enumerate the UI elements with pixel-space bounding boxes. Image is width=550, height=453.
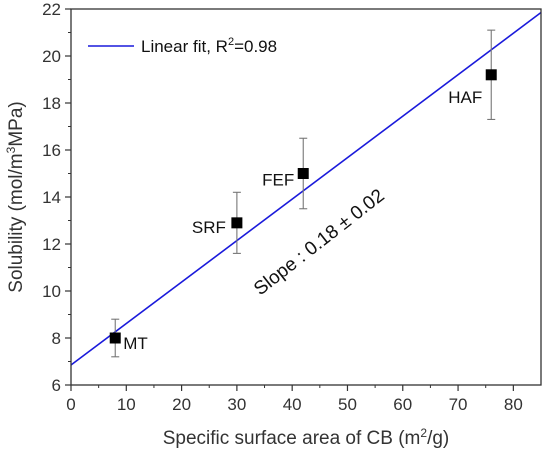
x-axis-title: Specific surface area of CB (m2/g) [163, 426, 450, 449]
x-tick-label: 50 [338, 395, 357, 414]
y-tick-label: 20 [42, 47, 61, 66]
slope-annotation: Slope : 0.18 ± 0.02 [250, 185, 389, 300]
errorbar-layer [111, 29, 496, 358]
point-label: SRF [192, 218, 226, 237]
y-tick-label: 18 [42, 94, 61, 113]
x-tick-label: 60 [393, 395, 412, 414]
point-label-layer: MT SRF FEF HAF [123, 88, 482, 353]
y-tick-label: 12 [42, 235, 61, 254]
y-tick-label: 22 [42, 0, 61, 19]
x-tick-label: 40 [283, 395, 302, 414]
point-label: MT [123, 334, 148, 353]
data-point-marker [109, 332, 121, 344]
y-tick-label: 8 [52, 329, 61, 348]
data-point-marker [297, 168, 309, 179]
y-tick-label: 16 [42, 141, 61, 160]
x-tick-label: 10 [117, 395, 136, 414]
data-point-marker [231, 217, 243, 229]
y-axis-title: Solubility (mol/m3MPa) [4, 101, 27, 292]
marker-layer [109, 69, 497, 344]
point-label: FEF [262, 171, 294, 190]
x-tick-label: 30 [227, 395, 246, 414]
x-tick-label: 20 [172, 395, 191, 414]
legend: Linear fit, R2=0.98 [88, 36, 277, 56]
x-tick-label: 70 [449, 395, 468, 414]
x-tick-label: 80 [504, 395, 523, 414]
legend-entry: Linear fit, R2=0.98 [141, 36, 277, 56]
y-tick-label: 14 [42, 188, 61, 207]
plot-frame [70, 8, 542, 386]
linear-fit-line [70, 11, 542, 366]
point-label: HAF [448, 88, 482, 107]
y-tick-label: 10 [42, 282, 61, 301]
y-tick-label: 6 [52, 376, 61, 395]
x-tick-label: 0 [66, 395, 75, 414]
data-point-marker [485, 69, 497, 81]
